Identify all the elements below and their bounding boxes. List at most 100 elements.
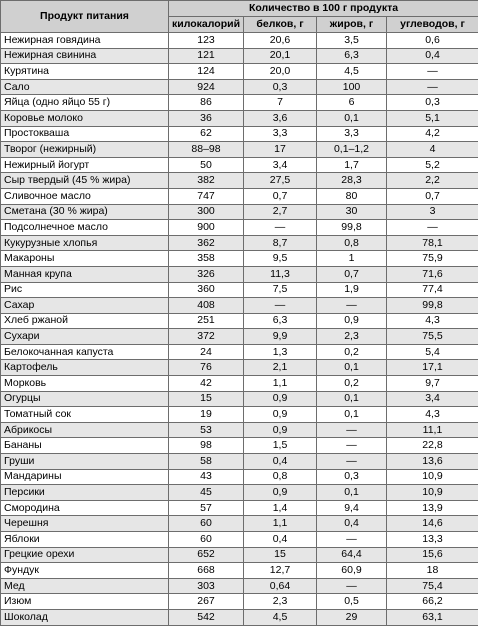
carbs-cell: 5,1 — [387, 110, 478, 126]
product-name: Творог (нежирный) — [1, 142, 169, 158]
kcal-cell: 251 — [169, 313, 244, 329]
product-name: Бананы — [1, 438, 169, 454]
product-name: Сухари — [1, 329, 169, 345]
kcal-cell: 60 — [169, 516, 244, 532]
carbs-cell: 10,9 — [387, 485, 478, 501]
header-row-top: Продукт питания Количество в 100 г проду… — [1, 1, 478, 17]
kcal-cell: 53 — [169, 422, 244, 438]
product-name: Манная крупа — [1, 266, 169, 282]
fat-cell: 0,1 — [317, 485, 387, 501]
product-name: Макароны — [1, 251, 169, 267]
protein-cell: 0,4 — [244, 454, 317, 470]
kcal-cell: 50 — [169, 157, 244, 173]
protein-cell: 1,5 — [244, 438, 317, 454]
kcal-cell: 76 — [169, 360, 244, 376]
carbs-cell: — — [387, 64, 478, 80]
protein-cell: 1,4 — [244, 500, 317, 516]
carbs-cell: 75,9 — [387, 251, 478, 267]
product-name: Смородина — [1, 500, 169, 516]
protein-cell: 7 — [244, 95, 317, 111]
fat-cell: 0,7 — [317, 266, 387, 282]
protein-cell: 0,4 — [244, 532, 317, 548]
protein-cell: 3,4 — [244, 157, 317, 173]
fat-cell: 0,8 — [317, 235, 387, 251]
carbs-cell: 75,5 — [387, 329, 478, 345]
fat-cell: 3,3 — [317, 126, 387, 142]
fat-cell: 4,5 — [317, 64, 387, 80]
kcal-cell: 900 — [169, 220, 244, 236]
carbs-cell: 13,3 — [387, 532, 478, 548]
fat-cell: 28,3 — [317, 173, 387, 189]
fat-cell: 0,1 — [317, 110, 387, 126]
fat-cell: 100 — [317, 79, 387, 95]
product-name: Грецкие орехи — [1, 547, 169, 563]
protein-cell: 8,7 — [244, 235, 317, 251]
fat-cell: 6,3 — [317, 48, 387, 64]
product-name: Сыр твердый (45 % жира) — [1, 173, 169, 189]
carbs-cell: — — [387, 79, 478, 95]
carbs-cell: 22,8 — [387, 438, 478, 454]
product-name: Томатный сок — [1, 407, 169, 423]
protein-cell: 0,9 — [244, 485, 317, 501]
carbs-cell: — — [387, 220, 478, 236]
kcal-cell: 362 — [169, 235, 244, 251]
kcal-cell: 121 — [169, 48, 244, 64]
product-name: Яйца (одно яйцо 55 г) — [1, 95, 169, 111]
kcal-cell: 360 — [169, 282, 244, 298]
fat-cell: — — [317, 422, 387, 438]
fat-cell: 2,3 — [317, 329, 387, 345]
fat-cell: 60,9 — [317, 563, 387, 579]
product-name: Груши — [1, 454, 169, 470]
fat-cell: 0,4 — [317, 516, 387, 532]
protein-cell: 2,1 — [244, 360, 317, 376]
fat-cell: 9,4 — [317, 500, 387, 516]
table-header: Продукт питания Количество в 100 г проду… — [1, 1, 478, 33]
carbs-cell: 3 — [387, 204, 478, 220]
fat-cell: 0,2 — [317, 376, 387, 392]
product-name: Огурцы — [1, 391, 169, 407]
product-name: Белокочанная капуста — [1, 344, 169, 360]
protein-cell: 17 — [244, 142, 317, 158]
kcal-cell: 747 — [169, 188, 244, 204]
carbs-cell: 99,8 — [387, 298, 478, 314]
carbs-cell: 75,4 — [387, 578, 478, 594]
kcal-cell: 15 — [169, 391, 244, 407]
kcal-cell: 60 — [169, 532, 244, 548]
product-name: Яблоки — [1, 532, 169, 548]
product-name: Сало — [1, 79, 169, 95]
fat-cell: 30 — [317, 204, 387, 220]
product-name: Персики — [1, 485, 169, 501]
protein-cell: — — [244, 298, 317, 314]
carbs-cell: 13,6 — [387, 454, 478, 470]
product-name: Нежирная говядина — [1, 33, 169, 49]
kcal-cell: 123 — [169, 33, 244, 49]
header-carbs: углеводов, г — [387, 17, 478, 33]
fat-cell: 1,7 — [317, 157, 387, 173]
product-name: Черешня — [1, 516, 169, 532]
protein-cell: 27,5 — [244, 173, 317, 189]
product-name: Кукурузные хлопья — [1, 235, 169, 251]
protein-cell: 3,6 — [244, 110, 317, 126]
protein-cell: 7,5 — [244, 282, 317, 298]
protein-cell: 3,3 — [244, 126, 317, 142]
